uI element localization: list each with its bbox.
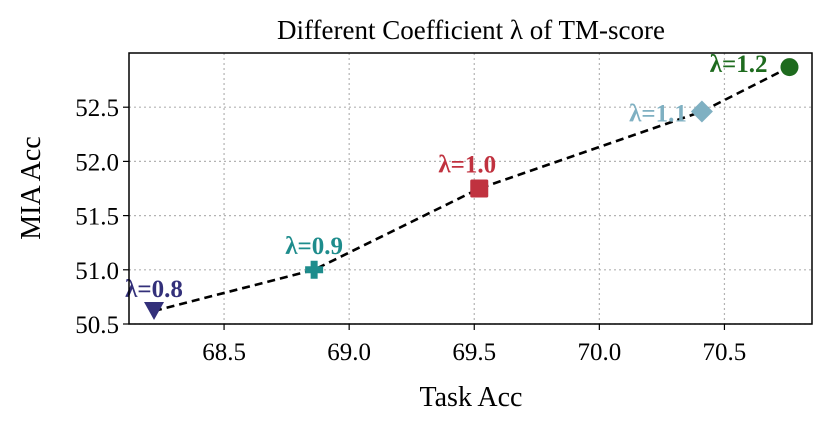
triangle-marker (144, 301, 165, 320)
circle-marker (780, 58, 799, 77)
y-tick-label: 51.5 (75, 204, 119, 231)
y-axis-label: MIA Acc (16, 136, 47, 239)
point-labels: λ=0.8 λ=0.9 λ=1.0 λ=1.1 λ=1.2 (125, 51, 767, 303)
markers (144, 58, 799, 320)
y-tick-label: 51.0 (75, 258, 119, 285)
x-ticks: 68.5 69.0 69.5 70.0 70.5 (202, 324, 746, 366)
point-label: λ=0.9 (285, 233, 343, 260)
chart-title: Different Coefficient λ of TM-score (277, 15, 665, 45)
x-tick-label: 69.0 (327, 339, 371, 366)
point-label: λ=1.0 (438, 152, 496, 179)
y-tick-label: 52.5 (75, 95, 119, 122)
y-ticks: 50.5 51.0 51.5 52.0 52.5 (75, 95, 129, 339)
diamond-marker (690, 100, 713, 123)
x-tick-label: 69.5 (452, 339, 496, 366)
square-marker (470, 179, 489, 198)
x-tick-label: 70.5 (703, 339, 747, 366)
x-tick-label: 68.5 (202, 339, 246, 366)
point-label: λ=1.2 (710, 51, 768, 78)
x-axis-label: Task Acc (419, 382, 522, 413)
y-tick-label: 52.0 (75, 149, 119, 176)
y-tick-label: 50.5 (75, 312, 119, 339)
x-tick-label: 70.0 (577, 339, 621, 366)
point-label: λ=1.1 (629, 101, 687, 128)
plus-marker (305, 260, 324, 279)
point-label: λ=0.8 (125, 276, 183, 303)
plot-frame (128, 52, 813, 325)
trend-line (153, 65, 791, 313)
